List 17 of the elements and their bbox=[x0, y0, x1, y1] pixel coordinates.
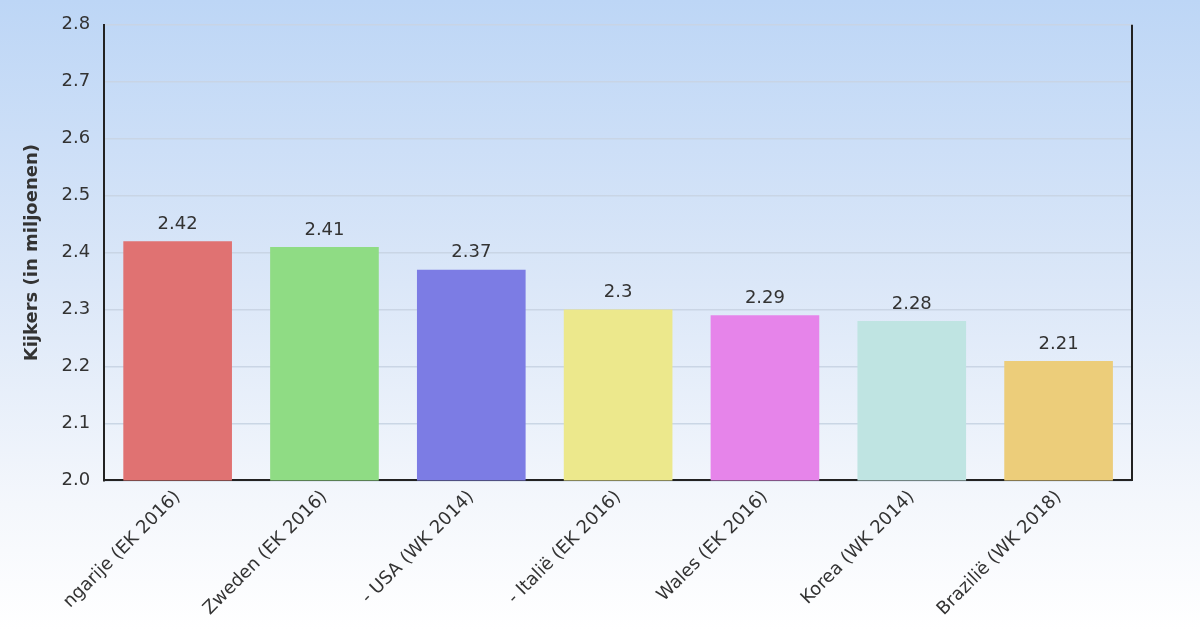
data-label: 2.28 bbox=[891, 291, 932, 313]
y-axis-title: Kijkers (in miljoenen) bbox=[20, 144, 42, 362]
data-label: 2.37 bbox=[451, 240, 492, 262]
data-label: 2.21 bbox=[1038, 331, 1079, 353]
y-tick-label: 2.4 bbox=[61, 240, 91, 262]
y-tick-label: 2.1 bbox=[61, 411, 91, 433]
y-tick-label: 2.7 bbox=[61, 69, 91, 91]
y-tick-label: 2.5 bbox=[61, 183, 91, 205]
y-tick-label: 2.8 bbox=[61, 12, 91, 34]
y-tick-label: 2.0 bbox=[61, 468, 91, 490]
data-label: 2.41 bbox=[304, 217, 345, 239]
y-tick-label: 2.2 bbox=[61, 354, 91, 376]
data-label: 2.42 bbox=[157, 211, 198, 233]
data-label: 2.3 bbox=[603, 280, 633, 302]
y-tick-label: 2.3 bbox=[61, 297, 91, 319]
data-label: 2.29 bbox=[744, 285, 785, 307]
y-tick-label: 2.6 bbox=[61, 126, 91, 148]
